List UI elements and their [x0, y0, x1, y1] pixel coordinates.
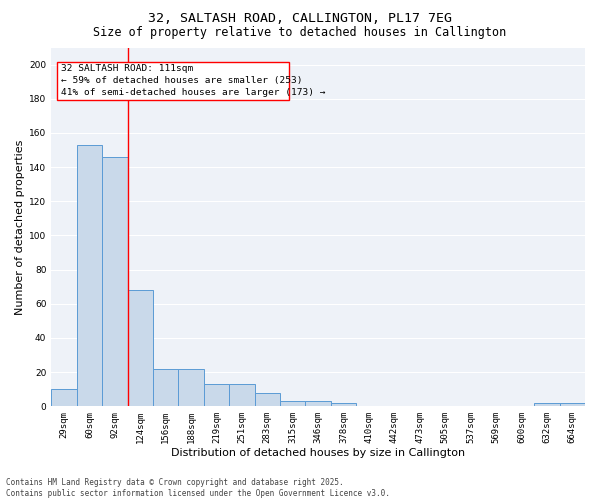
Bar: [204, 384, 229, 406]
Bar: [128, 290, 153, 406]
Y-axis label: Number of detached properties: Number of detached properties: [15, 139, 25, 314]
Text: Contains HM Land Registry data © Crown copyright and database right 2025.
Contai: Contains HM Land Registry data © Crown c…: [6, 478, 390, 498]
Bar: [280, 401, 305, 406]
X-axis label: Distribution of detached houses by size in Callington: Distribution of detached houses by size …: [171, 448, 465, 458]
Bar: [254, 392, 280, 406]
Bar: [229, 384, 254, 406]
Bar: [560, 403, 585, 406]
Bar: [305, 401, 331, 406]
Bar: [178, 368, 204, 406]
Bar: [153, 368, 178, 406]
FancyBboxPatch shape: [56, 62, 289, 100]
Bar: [102, 157, 128, 406]
Bar: [331, 403, 356, 406]
Text: 32, SALTASH ROAD, CALLINGTON, PL17 7EG: 32, SALTASH ROAD, CALLINGTON, PL17 7EG: [148, 12, 452, 26]
Bar: [51, 389, 77, 406]
Text: 32 SALTASH ROAD: 111sqm
← 59% of detached houses are smaller (253)
41% of semi-d: 32 SALTASH ROAD: 111sqm ← 59% of detache…: [61, 64, 325, 97]
Bar: [77, 145, 102, 406]
Text: Size of property relative to detached houses in Callington: Size of property relative to detached ho…: [94, 26, 506, 39]
Bar: [534, 403, 560, 406]
